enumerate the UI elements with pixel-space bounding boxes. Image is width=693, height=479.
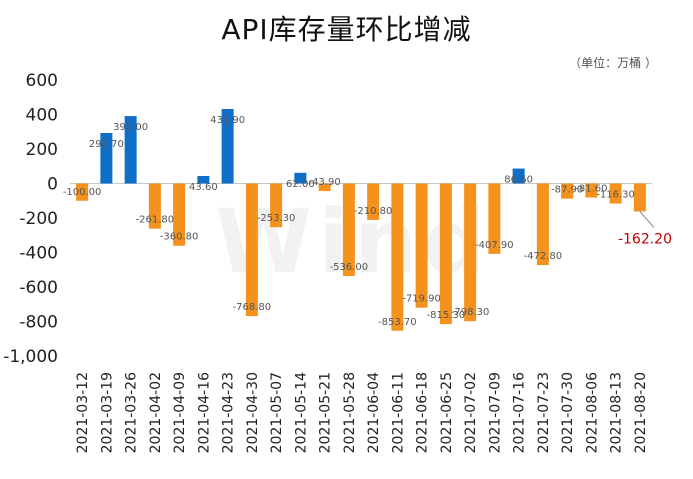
x-tick-label: 2021-05-21 [318, 372, 334, 453]
data-label: -81.60 [575, 184, 607, 195]
bar [173, 183, 186, 246]
bar [100, 133, 113, 184]
data-label: -116.30 [596, 190, 635, 201]
bars [76, 108, 646, 331]
bar [245, 183, 258, 317]
data-label: -719.90 [402, 294, 441, 305]
x-tick-label: 2021-04-16 [196, 372, 212, 453]
data-label: -815.30 [427, 310, 466, 321]
bar [124, 116, 137, 184]
data-label: -360.80 [160, 232, 199, 243]
data-label: -798.30 [451, 307, 490, 318]
data-label: -253.30 [257, 213, 296, 224]
x-tick-label: 2021-07-23 [536, 372, 552, 453]
bar [318, 183, 331, 192]
x-tick-label: 2021-06-04 [366, 372, 382, 453]
data-label: 431.90 [210, 115, 245, 126]
bar [148, 183, 161, 229]
x-tick-label: 2021-03-26 [124, 372, 140, 453]
x-tick-label: 2021-05-14 [293, 372, 309, 453]
bar [391, 183, 404, 331]
y-tick-label: -600 [19, 278, 58, 298]
bar [585, 183, 598, 198]
unit-label: （单位：万桶 ） [569, 56, 657, 70]
x-tick-label: 2021-08-13 [609, 372, 625, 453]
data-label: -853.70 [378, 317, 417, 328]
data-label: -261.80 [136, 215, 175, 226]
y-tick-label: 400 [26, 106, 58, 126]
chart-title: API库存量环比增减 [221, 13, 472, 46]
last-value-callout: -162.20 [618, 231, 672, 247]
x-tick-label: 2021-07-16 [512, 372, 528, 453]
bar [367, 183, 380, 220]
x-tick-label: 2021-03-19 [99, 372, 115, 453]
x-tick-label: 2021-08-20 [633, 372, 649, 453]
x-tick-label: 2021-03-12 [75, 372, 91, 453]
x-tick-label: 2021-07-09 [487, 372, 503, 453]
x-tick-label: 2021-04-23 [221, 372, 237, 453]
data-label: -210.80 [354, 206, 393, 217]
y-tick-label: 200 [26, 140, 58, 160]
bar [342, 183, 355, 276]
bar [294, 172, 307, 184]
bar [464, 183, 477, 322]
bar [439, 183, 452, 325]
x-tick-label: 2021-04-30 [245, 372, 261, 453]
x-tick-label: 2021-04-09 [172, 372, 188, 453]
data-label: -536.00 [330, 262, 369, 273]
data-label: -100.00 [63, 187, 102, 198]
x-tick-label: 2021-07-02 [463, 372, 479, 453]
y-axis: 600 400 200 0 -200 -400 -600 -800 -1,000 [3, 71, 652, 367]
x-tick-label: 2021-08-06 [584, 372, 600, 453]
x-tick-label: 2021-05-28 [342, 372, 358, 453]
data-label: -407.90 [475, 240, 514, 251]
data-label: 43.60 [189, 182, 218, 193]
bar [609, 183, 622, 204]
x-tick-label: 2021-06-11 [390, 372, 406, 453]
data-label: -87.90 [551, 185, 583, 196]
data-label: 62.00 [286, 179, 315, 190]
x-tick-label: 2021-05-07 [269, 372, 285, 453]
bar [488, 183, 501, 254]
data-label: 391.00 [113, 122, 148, 133]
callout-leader [639, 211, 655, 228]
bar [197, 175, 210, 184]
x-tick-label: 2021-06-18 [415, 372, 431, 453]
data-label: -43.90 [309, 177, 341, 188]
bar [221, 108, 234, 184]
data-labels: -100.00 292.70 391.00 -261.80 -360.80 43.60 43… [63, 115, 672, 328]
y-tick-label: -200 [19, 209, 58, 229]
y-tick-label: 0 [47, 175, 58, 195]
x-tick-label: 2021-07-30 [560, 372, 576, 453]
y-tick-label: 600 [26, 71, 58, 91]
bar [536, 183, 549, 266]
bar [633, 183, 646, 212]
bar [512, 168, 525, 184]
bar [415, 183, 428, 308]
bar [270, 183, 283, 228]
x-tick-label: 2021-06-25 [439, 372, 455, 453]
data-label: 86.60 [504, 175, 533, 186]
data-label: 292.70 [89, 139, 124, 150]
bar [76, 183, 89, 201]
x-tick-label: 2021-04-02 [148, 372, 164, 453]
bar [561, 183, 574, 199]
y-tick-label: -400 [19, 244, 58, 264]
x-axis: 2021-03-12 2021-03-19 2021-03-26 2021-04-02… [75, 372, 649, 453]
y-tick-label: -800 [19, 313, 58, 333]
data-label: -472.80 [524, 251, 563, 262]
data-label: -768.80 [233, 302, 272, 313]
y-tick-label: -1,000 [3, 347, 58, 367]
